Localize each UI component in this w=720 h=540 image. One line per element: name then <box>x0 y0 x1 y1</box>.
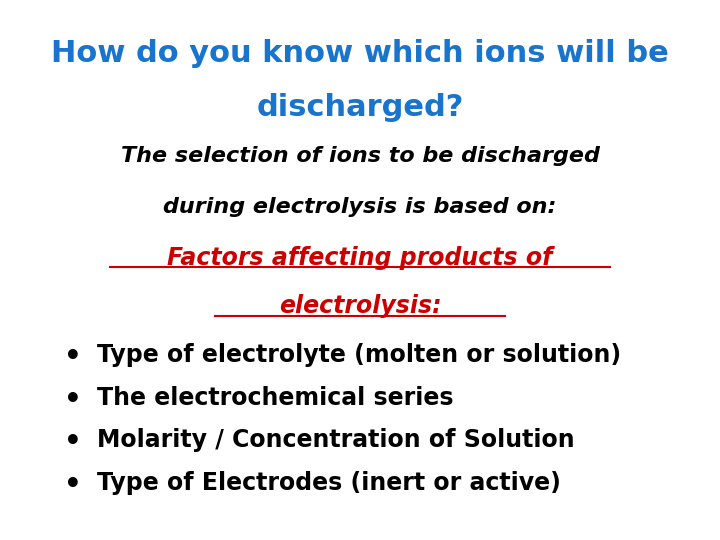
Text: How do you know which ions will be: How do you know which ions will be <box>51 39 669 68</box>
Text: Factors affecting products of: Factors affecting products of <box>167 246 553 270</box>
Text: The electrochemical series: The electrochemical series <box>97 386 454 409</box>
Text: electrolysis:: electrolysis: <box>279 294 441 318</box>
Text: during electrolysis is based on:: during electrolysis is based on: <box>163 198 557 218</box>
Text: •: • <box>64 428 82 456</box>
Text: The selection of ions to be discharged: The selection of ions to be discharged <box>120 146 600 166</box>
Text: •: • <box>64 471 82 500</box>
Text: discharged?: discharged? <box>256 93 464 122</box>
Text: •: • <box>64 342 82 370</box>
Text: Molarity / Concentration of Solution: Molarity / Concentration of Solution <box>97 428 575 453</box>
Text: •: • <box>64 386 82 414</box>
Text: Type of Electrodes (inert or active): Type of Electrodes (inert or active) <box>97 471 561 496</box>
Text: Type of electrolyte (molten or solution): Type of electrolyte (molten or solution) <box>97 342 621 367</box>
